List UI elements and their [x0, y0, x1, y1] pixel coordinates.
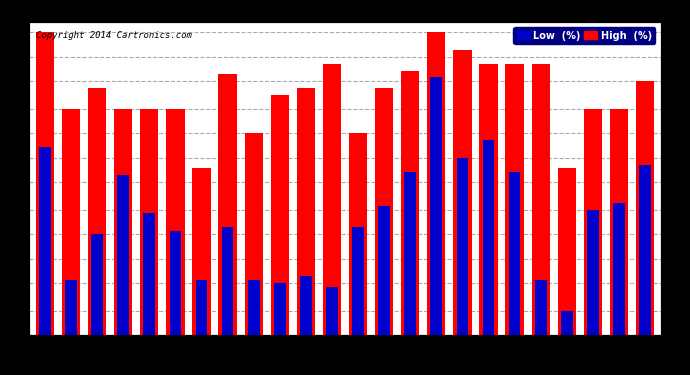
- Bar: [561, 311, 573, 375]
- Bar: [584, 109, 602, 375]
- Bar: [62, 109, 80, 375]
- Bar: [144, 213, 155, 375]
- Title: Outdoor Humidity Daily High/Low 20140508: Outdoor Humidity Daily High/Low 20140508: [157, 4, 533, 19]
- Bar: [349, 133, 367, 375]
- Bar: [427, 32, 446, 375]
- Bar: [431, 78, 442, 375]
- Bar: [613, 203, 625, 375]
- Bar: [323, 63, 341, 375]
- Bar: [274, 283, 286, 375]
- Bar: [610, 109, 628, 375]
- Bar: [193, 168, 210, 375]
- Bar: [140, 109, 159, 375]
- Bar: [506, 63, 524, 375]
- Bar: [639, 165, 651, 375]
- Bar: [404, 172, 416, 375]
- Legend: Low  (%), High  (%): Low (%), High (%): [513, 27, 656, 44]
- Bar: [170, 231, 181, 375]
- Bar: [453, 50, 471, 375]
- Bar: [636, 81, 654, 375]
- Bar: [248, 280, 259, 375]
- Bar: [65, 280, 77, 375]
- Bar: [509, 172, 520, 375]
- Text: Copyright 2014 Cartronics.com: Copyright 2014 Cartronics.com: [36, 31, 191, 40]
- Bar: [531, 63, 550, 375]
- Bar: [88, 88, 106, 375]
- Bar: [378, 206, 390, 375]
- Bar: [297, 88, 315, 375]
- Bar: [221, 227, 233, 375]
- Bar: [375, 88, 393, 375]
- Bar: [535, 280, 546, 375]
- Bar: [457, 158, 469, 375]
- Bar: [352, 227, 364, 375]
- Bar: [219, 74, 237, 375]
- Bar: [196, 280, 208, 375]
- Bar: [558, 168, 576, 375]
- Bar: [36, 32, 54, 375]
- Bar: [482, 140, 494, 375]
- Bar: [91, 234, 103, 375]
- Bar: [300, 276, 312, 375]
- Bar: [587, 210, 599, 375]
- Bar: [270, 95, 289, 375]
- Bar: [117, 175, 129, 375]
- Bar: [114, 109, 132, 375]
- Bar: [480, 63, 497, 375]
- Bar: [326, 286, 338, 375]
- Bar: [244, 133, 263, 375]
- Bar: [39, 147, 51, 375]
- Bar: [401, 70, 420, 375]
- Bar: [166, 109, 184, 375]
